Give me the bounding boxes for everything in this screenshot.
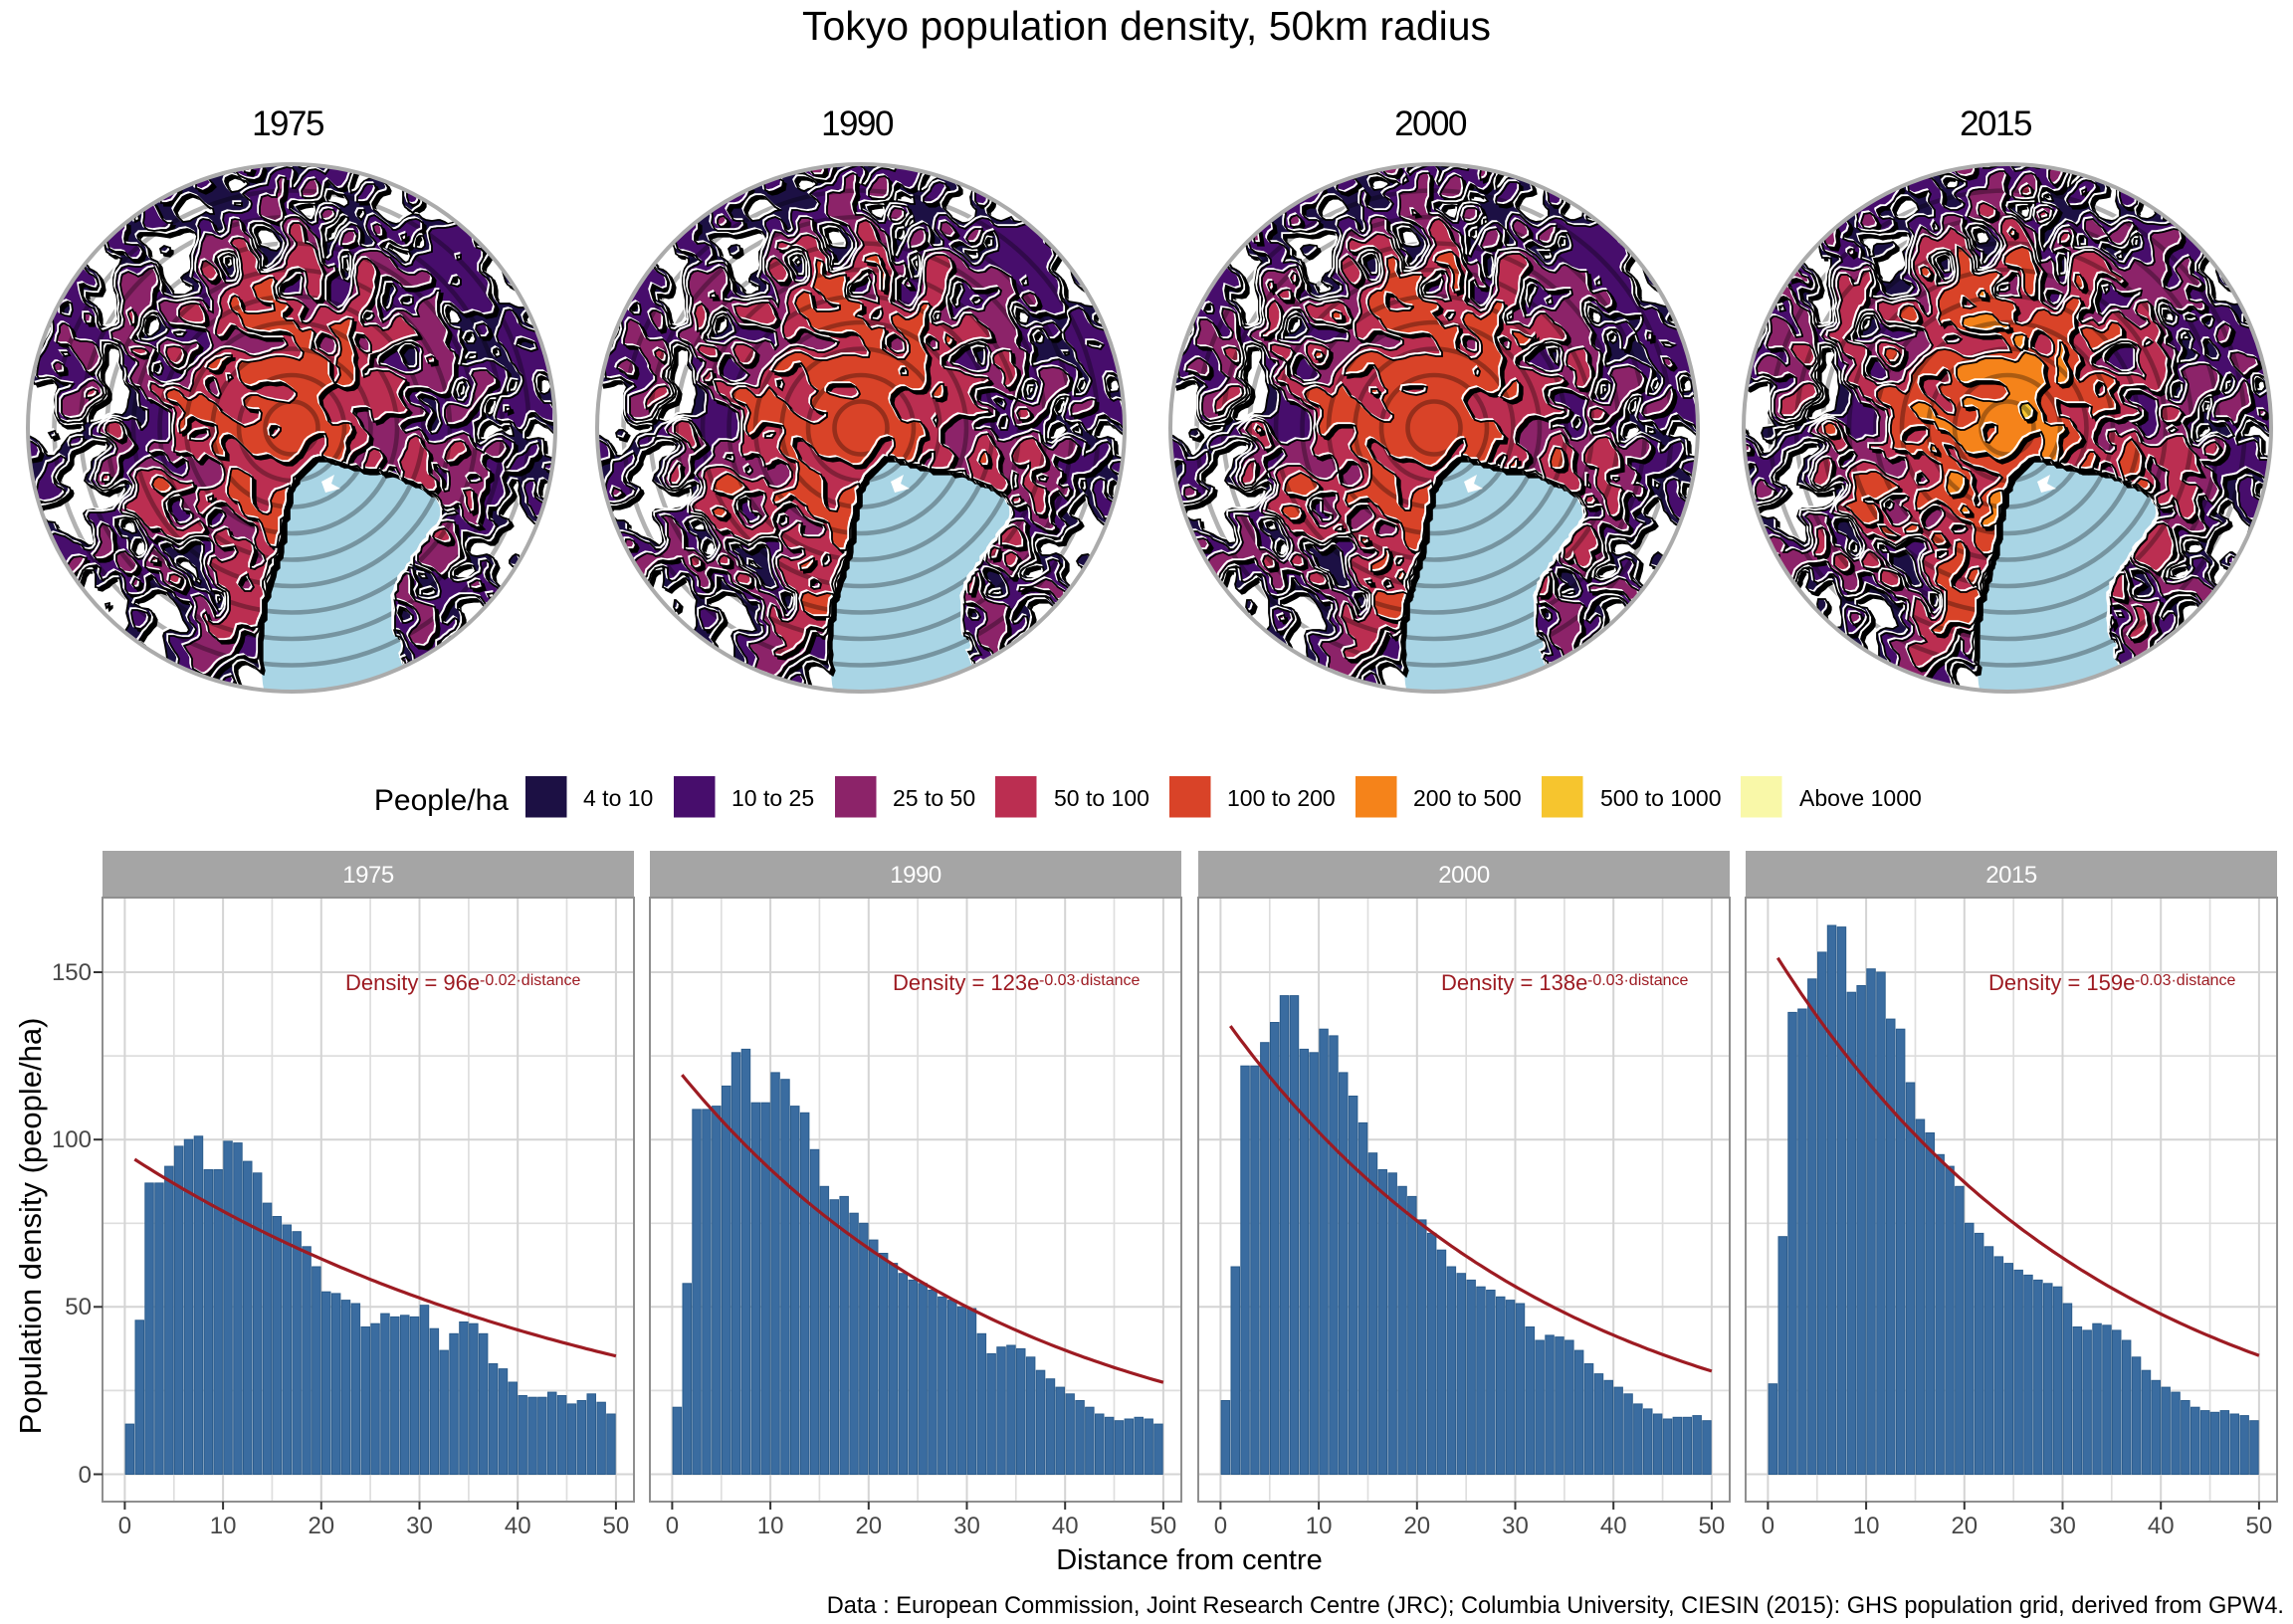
svg-text:0: 0	[666, 1513, 679, 1539]
svg-text:0: 0	[1214, 1513, 1227, 1539]
svg-text:40: 40	[1600, 1513, 1627, 1539]
svg-text:-0.03·distance: -0.03·distance	[2135, 972, 2235, 989]
svg-text:100: 100	[52, 1126, 92, 1153]
svg-text:2000: 2000	[1438, 862, 1490, 889]
svg-text:1975: 1975	[252, 104, 323, 143]
svg-text:0: 0	[1762, 1513, 1774, 1539]
svg-text:10: 10	[1306, 1513, 1333, 1539]
svg-text:40: 40	[1052, 1513, 1079, 1539]
svg-text:40: 40	[2148, 1513, 2175, 1539]
svg-text:-0.02·distance: -0.02·distance	[480, 972, 580, 989]
svg-text:20: 20	[1951, 1513, 1978, 1539]
svg-text:0: 0	[79, 1462, 92, 1489]
svg-text:-0.03·distance: -0.03·distance	[1039, 972, 1140, 989]
svg-text:-0.03·distance: -0.03·distance	[1587, 972, 1688, 989]
svg-text:Density = 159e: Density = 159e	[1988, 970, 2135, 995]
svg-text:20: 20	[308, 1513, 334, 1539]
svg-text:50 to 100: 50 to 100	[1054, 785, 1149, 811]
svg-text:20: 20	[855, 1513, 882, 1539]
svg-text:4 to 10: 4 to 10	[583, 785, 653, 811]
svg-text:50: 50	[603, 1513, 630, 1539]
svg-text:2015: 2015	[1985, 862, 2037, 889]
svg-text:50: 50	[2246, 1513, 2273, 1539]
svg-text:50: 50	[1699, 1513, 1726, 1539]
svg-text:150: 150	[52, 959, 92, 986]
svg-text:500 to 1000: 500 to 1000	[1600, 785, 1722, 811]
svg-text:Data : European Commission, Jo: Data : European Commission, Joint Resear…	[827, 1593, 2284, 1619]
svg-text:Above 1000: Above 1000	[1799, 785, 1922, 811]
svg-text:Distance from centre: Distance from centre	[1056, 1544, 1323, 1576]
svg-text:People/ha: People/ha	[374, 784, 509, 817]
svg-text:10 to 25: 10 to 25	[731, 785, 814, 811]
svg-text:30: 30	[953, 1513, 980, 1539]
svg-text:30: 30	[406, 1513, 433, 1539]
svg-text:200 to 500: 200 to 500	[1413, 785, 1522, 811]
svg-text:2000: 2000	[1394, 104, 1467, 143]
svg-text:50: 50	[1150, 1513, 1177, 1539]
svg-text:1990: 1990	[890, 862, 941, 889]
svg-text:30: 30	[1502, 1513, 1529, 1539]
svg-text:40: 40	[505, 1513, 531, 1539]
svg-text:20: 20	[1403, 1513, 1430, 1539]
svg-text:1990: 1990	[821, 104, 894, 143]
svg-text:Tokyo population density, 50km: Tokyo population density, 50km radius	[802, 3, 1491, 49]
svg-text:0: 0	[118, 1513, 131, 1539]
svg-text:Density = 96e: Density = 96e	[345, 970, 480, 995]
svg-text:10: 10	[1853, 1513, 1880, 1539]
svg-text:Density = 138e: Density = 138e	[1441, 970, 1587, 995]
svg-text:50: 50	[65, 1294, 92, 1320]
svg-text:30: 30	[2049, 1513, 2076, 1539]
svg-text:25 to 50: 25 to 50	[893, 785, 975, 811]
svg-text:2015: 2015	[1960, 104, 2031, 143]
svg-text:10: 10	[757, 1513, 784, 1539]
svg-text:10: 10	[210, 1513, 237, 1539]
svg-text:1975: 1975	[342, 862, 394, 889]
svg-text:Density = 123e: Density = 123e	[893, 970, 1039, 995]
svg-text:Population density (people/ha): Population density (people/ha)	[13, 1018, 48, 1435]
svg-text:100 to 200: 100 to 200	[1227, 785, 1336, 811]
